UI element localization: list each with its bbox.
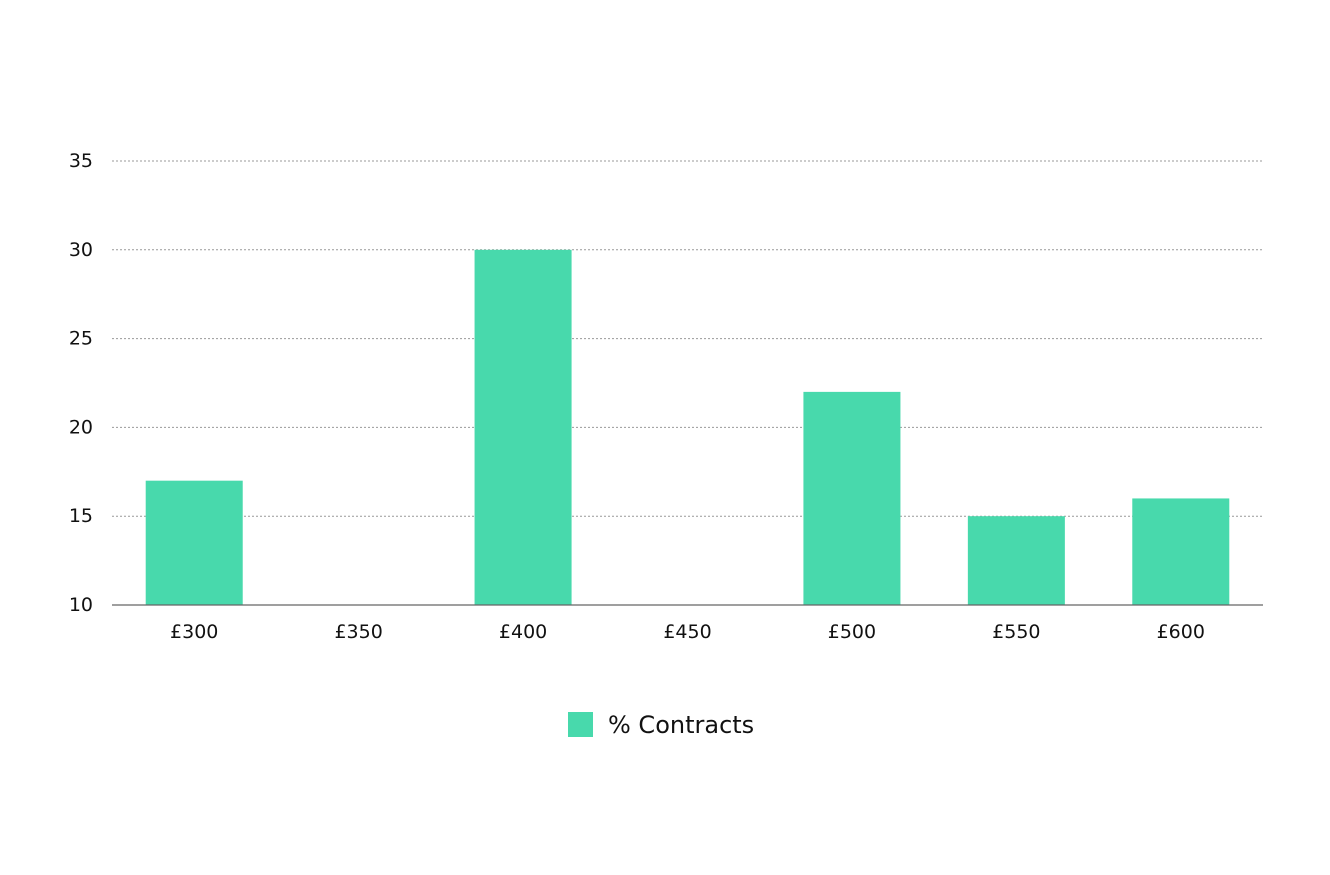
x-tick-label: £400	[499, 621, 547, 643]
bar	[1132, 498, 1230, 605]
y-axis-tick-labels: 10 15 20 25 30 35	[69, 150, 93, 616]
legend: % Contracts	[568, 711, 754, 739]
x-axis-tick-labels: £300 £350 £400 £450 £500 £550 £600	[170, 621, 1205, 643]
legend-swatch	[568, 712, 593, 737]
legend-label: % Contracts	[608, 711, 754, 739]
y-tick-label: 10	[69, 594, 93, 616]
bar	[145, 480, 243, 605]
x-tick-label: £500	[828, 621, 876, 643]
y-tick-label: 15	[69, 505, 93, 527]
y-tick-label: 30	[69, 239, 93, 261]
bar	[474, 249, 572, 606]
y-tick-label: 20	[69, 416, 93, 438]
y-tick-label: 25	[69, 328, 93, 350]
bars	[145, 249, 1230, 606]
y-tick-label: 35	[69, 150, 93, 172]
x-tick-label: £300	[170, 621, 218, 643]
gridlines	[112, 160, 1263, 517]
x-tick-label: £350	[334, 621, 382, 643]
x-tick-label: £550	[992, 621, 1040, 643]
bar	[967, 516, 1065, 605]
x-tick-label: £450	[663, 621, 711, 643]
x-tick-label: £600	[1157, 621, 1205, 643]
bar	[803, 391, 901, 605]
